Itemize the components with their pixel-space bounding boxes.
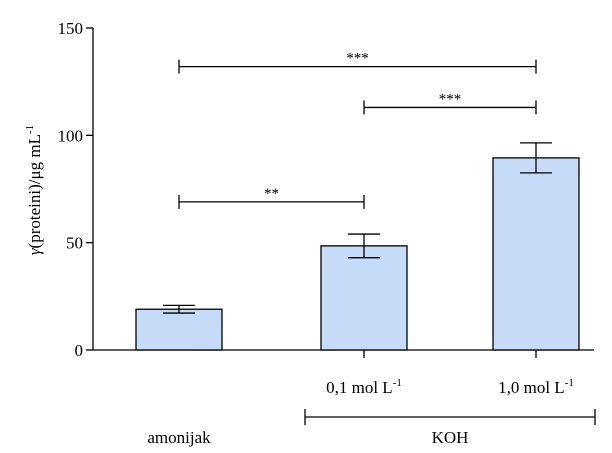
- bar-2: [492, 157, 580, 351]
- category-label-1-0-mol: 1,0 mol L-1: [498, 377, 574, 397]
- category-label-0-1-mol-text: 0,1 mol L: [326, 378, 393, 397]
- y-axis-label-symbol: γ: [25, 247, 44, 255]
- significance-label-1: ***: [439, 91, 462, 107]
- significance-label-2: ***: [346, 51, 369, 67]
- group-label-koh: KOH: [432, 428, 469, 447]
- category-label-0-1-mol: 0,1 mol L-1: [326, 377, 402, 397]
- y-tick-label-0: 0: [75, 341, 84, 360]
- bar-0: [135, 308, 223, 351]
- y-axis-label-text: (proteini)/μg mL: [25, 134, 44, 248]
- significance-label-0: **: [264, 186, 279, 202]
- category-label-amonijak: amonijak: [147, 428, 211, 447]
- y-tick-label-50: 50: [66, 234, 83, 253]
- y-axis-label-superscript: -1: [24, 125, 36, 134]
- y-axis-label: γ(proteini)/μg mL-1: [24, 125, 44, 255]
- category-label-0-1-mol-superscript: -1: [393, 377, 402, 389]
- bar-1: [320, 245, 408, 351]
- y-tick-label-150: 150: [58, 19, 84, 38]
- category-label-1-0-mol-superscript: -1: [565, 377, 574, 389]
- y-tick-label-100: 100: [58, 126, 84, 145]
- category-label-1-0-mol-text: 1,0 mol L: [498, 378, 565, 397]
